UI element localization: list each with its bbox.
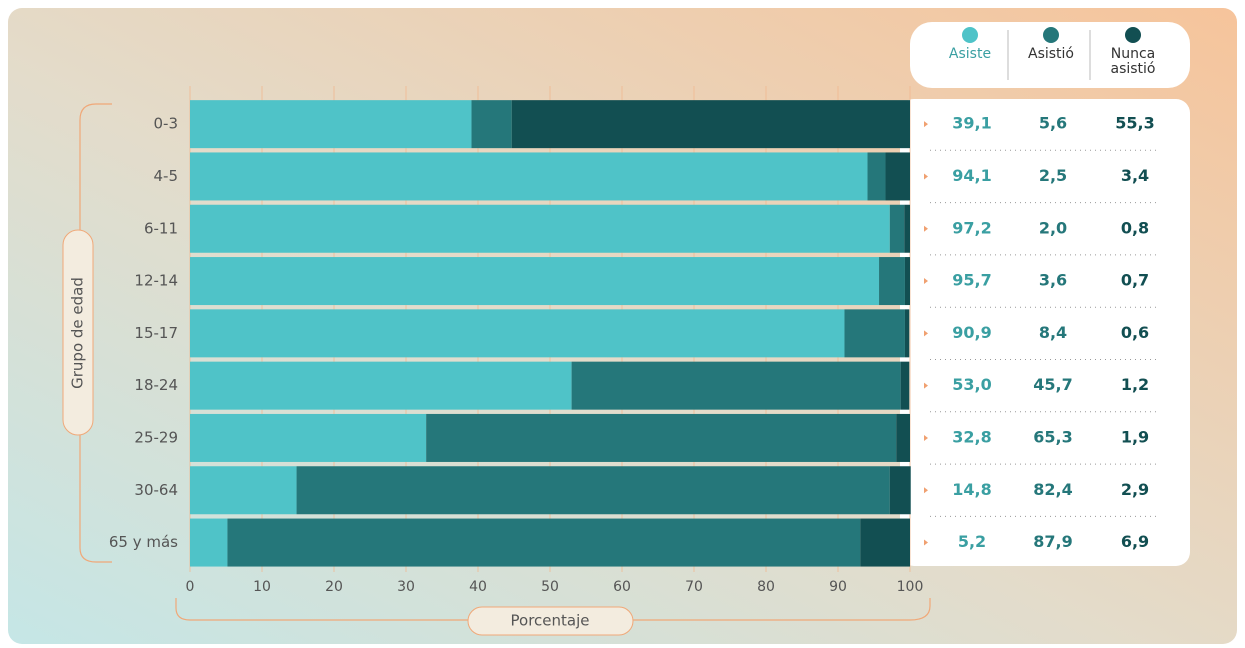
bar-segment <box>889 466 911 515</box>
legend-swatch <box>1043 27 1059 43</box>
value-label: 14,8 <box>952 480 991 499</box>
bar-segment <box>904 204 910 253</box>
value-label: 1,9 <box>1121 427 1149 446</box>
x-tick-label: 70 <box>685 579 703 595</box>
bar-segment <box>190 100 472 149</box>
bar-segment <box>190 204 890 253</box>
value-label: 87,9 <box>1033 532 1072 551</box>
value-label: 65,3 <box>1033 427 1072 446</box>
x-tick-label: 50 <box>541 579 559 595</box>
value-label: 2,0 <box>1039 218 1067 237</box>
x-label-pill <box>467 606 634 636</box>
bar-segment <box>571 361 901 410</box>
y-tick-label: 65 y más <box>109 533 178 551</box>
x-axis-label: Porcentaje <box>511 612 590 630</box>
bar-segment <box>190 466 297 515</box>
bar-segment <box>860 518 910 567</box>
y-tick-label: 25-29 <box>134 428 178 446</box>
bar-segment <box>190 413 427 462</box>
value-label: 3,4 <box>1121 166 1149 185</box>
legend-swatch <box>1125 27 1141 43</box>
legend-panel <box>910 22 1190 88</box>
value-label: 53,0 <box>952 375 991 394</box>
row-pointer <box>924 539 928 546</box>
value-label: 0,7 <box>1121 271 1149 290</box>
bar-segment <box>889 204 905 253</box>
x-tick-label: 40 <box>469 579 487 595</box>
y-tick-label: 0-3 <box>154 115 179 133</box>
x-tick-label: 0 <box>186 579 195 595</box>
y-tick-label: 18-24 <box>134 376 178 394</box>
y-label-pill <box>62 229 94 436</box>
x-tick-label: 10 <box>253 579 271 595</box>
row-pointer <box>924 173 928 180</box>
value-label: 82,4 <box>1033 480 1072 499</box>
bar-segment <box>867 152 886 201</box>
legend-swatch <box>962 27 978 43</box>
bar-segment <box>227 518 861 567</box>
bar-segment <box>190 257 880 306</box>
value-label: 97,2 <box>952 218 991 237</box>
y-tick-label: 4-5 <box>154 167 179 185</box>
value-label: 2,5 <box>1039 166 1067 185</box>
bar-segment <box>426 413 897 462</box>
x-tick-label: 100 <box>897 579 924 595</box>
value-label: 3,6 <box>1039 271 1067 290</box>
row-pointer <box>924 434 928 441</box>
y-tick-label: 12-14 <box>134 272 178 290</box>
value-label: 1,2 <box>1121 375 1149 394</box>
bar-segment <box>190 309 845 358</box>
bar-segment <box>844 309 905 358</box>
bar-segment <box>190 361 572 410</box>
legend-label: Nunca asistió <box>1110 46 1156 77</box>
bar-segment <box>511 100 910 149</box>
x-tick-label: 30 <box>397 579 415 595</box>
row-pointer <box>924 330 928 337</box>
row-pointer <box>924 487 928 494</box>
bar-segment <box>296 466 890 515</box>
y-tick-label: 30-64 <box>134 481 178 499</box>
row-pointer <box>924 121 928 128</box>
row-pointer <box>924 382 928 389</box>
bar-segment <box>190 152 868 201</box>
bar-segment <box>896 413 910 462</box>
y-tick-label: 6-11 <box>144 219 178 237</box>
table-panel <box>900 99 1190 566</box>
bar-segment <box>879 257 905 306</box>
value-label: 55,3 <box>1115 114 1154 133</box>
bar-segment <box>471 100 512 149</box>
legend-label: Asistió <box>1028 46 1074 62</box>
value-label: 32,8 <box>952 427 991 446</box>
bar-segment <box>904 309 910 358</box>
x-tick-label: 90 <box>829 579 847 595</box>
value-label: 39,1 <box>952 114 991 133</box>
bar-segment <box>900 361 910 410</box>
value-label: 45,7 <box>1033 375 1072 394</box>
x-tick-label: 80 <box>757 579 775 595</box>
value-label: 90,9 <box>952 323 991 342</box>
row-pointer <box>924 278 928 285</box>
value-label: 0,8 <box>1121 218 1149 237</box>
y-tick-label: 15-17 <box>134 324 178 342</box>
x-tick-label: 60 <box>613 579 631 595</box>
row-pointer <box>924 225 928 232</box>
value-label: 94,1 <box>952 166 991 185</box>
bar-segment <box>904 257 910 306</box>
value-label: 6,9 <box>1121 532 1149 551</box>
value-label: 2,9 <box>1121 480 1149 499</box>
value-label: 5,2 <box>958 532 986 551</box>
bar-segment <box>885 152 910 201</box>
y-axis-label: Grupo de edad <box>69 277 87 389</box>
bar-segment <box>190 518 228 567</box>
legend-label: Asiste <box>948 46 992 62</box>
value-label: 0,6 <box>1121 323 1149 342</box>
value-label: 95,7 <box>952 271 991 290</box>
value-label: 5,6 <box>1039 114 1067 133</box>
x-tick-label: 20 <box>325 579 343 595</box>
value-label: 8,4 <box>1039 323 1067 342</box>
